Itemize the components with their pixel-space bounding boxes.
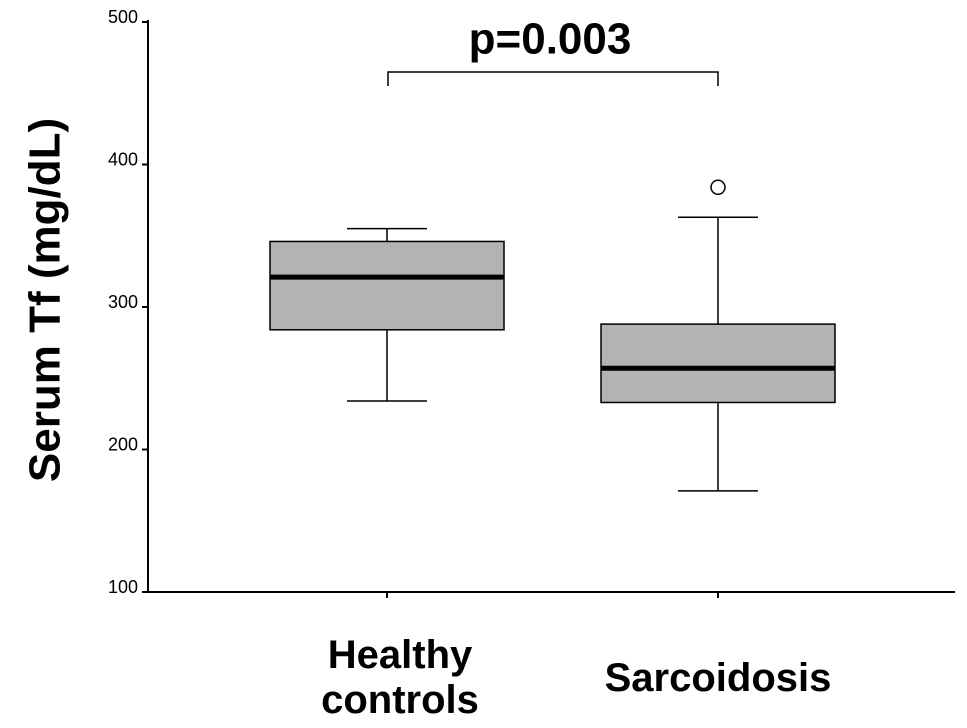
x-tick-label: Sarcoidosis xyxy=(604,655,832,700)
y-tick-label: 400 xyxy=(108,149,138,169)
annotation: p=0.003 xyxy=(469,15,632,64)
y-tick-label: 500 xyxy=(108,7,138,27)
significance-bracket xyxy=(387,71,719,86)
y-tick-label: 200 xyxy=(108,434,138,454)
outlier xyxy=(710,179,726,196)
y-axis-label: Serum Tf (mg/dL) xyxy=(21,118,70,482)
box xyxy=(600,323,836,404)
y-tick-label: 300 xyxy=(108,292,138,312)
x-tick-label: Healthy controls xyxy=(321,633,479,722)
box xyxy=(269,240,505,331)
y-tick-label: 100 xyxy=(108,577,138,597)
